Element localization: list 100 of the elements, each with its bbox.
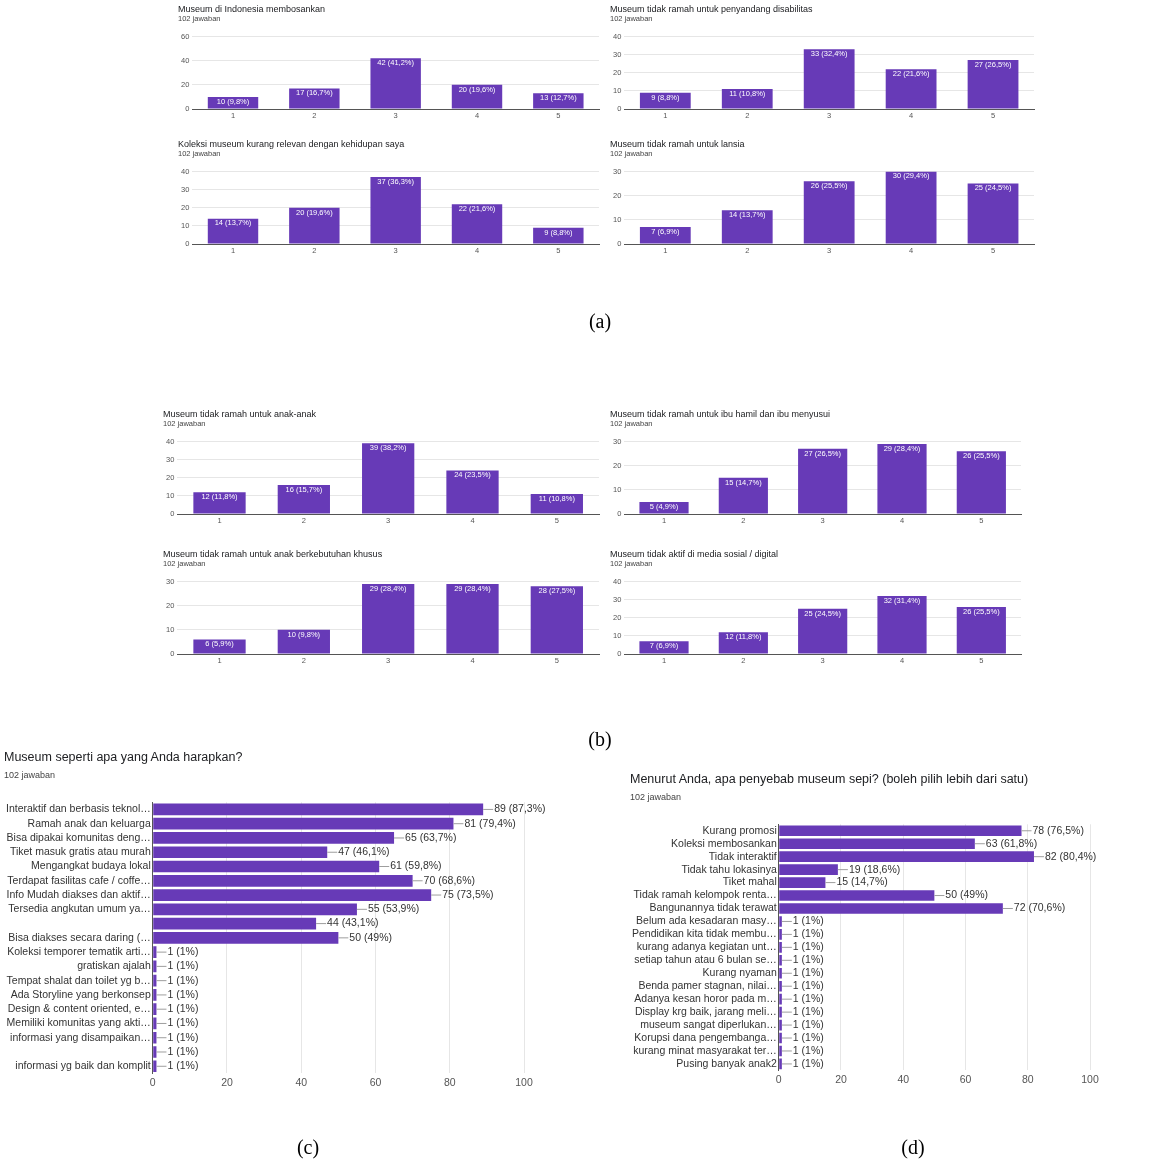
data-label: 82 (80,4%) [1044,849,1097,862]
text: (b) [588,728,612,751]
bar [362,443,415,514]
bar [885,69,937,109]
bar [153,817,454,830]
data-label: 1 (1%) [167,1059,199,1072]
bar [803,181,855,244]
bar [153,1031,157,1044]
bar [153,889,432,901]
data-label: 1 (1%) [167,1016,199,1029]
y-tick-label: Benda pamer stagnan, nilai… [638,979,777,992]
bar [370,58,421,109]
y-tick-label: Ramah anak dan keluarga [27,816,151,829]
data-label: 55 (53,9%) [367,902,420,915]
data-label: 1 (1%) [167,1044,199,1057]
bar [779,877,826,888]
x-tick-label: 100 [515,1075,533,1088]
y-tick-label: Adanya kesan horor pada m… [634,992,777,1005]
data-label: 15 (14,7%) [836,875,888,888]
y-tick-label: informasi yang disampaikan… [10,1030,151,1043]
x-tick-label: 40 [295,1075,308,1088]
bar [446,583,499,654]
y-tick-label: Pendidikan kita tidak membu… [631,927,777,940]
data-label: 50 (49%) [945,888,988,901]
chart-title: Museum tidak ramah untuk anak-anak [163,409,318,419]
bar [877,443,927,514]
bar [153,1003,157,1016]
bar [779,1058,782,1070]
y-tick-label: Pusing banyak anak2 [676,1056,777,1069]
y-tick-label: Korupsi dana pengembanga… [634,1030,777,1043]
bar [779,851,1034,862]
data-label: 1 (1%) [167,945,199,958]
bar [779,980,782,992]
x-tick-label: 20 [835,1072,847,1085]
bar [153,903,357,916]
data-label: 65 (63,7%) [405,830,457,843]
text: 102 jawaban [630,792,683,802]
bar [779,864,838,875]
chart-title: Museum tidak ramah untuk anak berkebutuhan khusus [163,549,384,559]
bar [779,993,782,1005]
y-tick-label: Memiliki komunitas yang akti… [6,1016,151,1029]
y-tick-label: Bangunannya tidak terawat [649,901,777,914]
y-tick-label: informasi yg baik dan komplit [15,1059,151,1072]
data-label: 72 (70,6%) [1013,901,1066,914]
text: (d) [901,1136,925,1159]
y-tick-label: Tersedia angkutan umum ya… [8,902,151,915]
bar [803,49,855,109]
chart-title: Museum di Indonesia membosankan [178,4,327,14]
bar [779,1006,782,1018]
bar [779,825,1022,837]
bar [153,917,317,930]
data-label: 19 (18,6%) [848,862,901,875]
data-label: 63 (61,8%) [985,836,1038,849]
x-tick-label: 80 [443,1075,456,1088]
y-tick-label: Terdapat fasilitas cafe / coffe… [7,873,151,886]
bar [779,890,935,901]
text: (c) [296,1136,320,1159]
bar [779,1019,782,1031]
bar [798,448,848,514]
data-label: 61 (59,8%) [390,859,442,872]
chart-title: Museum tidak ramah untuk penyandang disabilitas [610,4,814,14]
y-tick-label: Ada Storyline yang berkonsep [10,987,151,1000]
bar [779,916,782,927]
bar [967,183,1019,244]
y-tick-label: Bisa diakses secara daring (… [8,930,151,943]
data-label: 1 (1%) [792,927,824,940]
bar [153,1060,157,1073]
y-tick-label: Bisa dipakai komunitas deng… [6,830,151,843]
y-tick-label: museum sangat diperlukan… [640,1017,777,1030]
data-label: 78 (76,5%) [1032,823,1084,836]
bar [153,832,395,844]
bar [779,1032,782,1044]
text: 102 jawaban [4,770,57,780]
bar [721,210,773,244]
y-tick-label: setiap tahun atau 6 bulan se… [634,953,777,966]
chart-title: Museum seperti apa yang Anda harapkan? [4,750,244,764]
bar [779,954,782,966]
y-tick-label: Info Mudah diakses dan aktif… [6,887,151,900]
data-label: 1 (1%) [167,1030,199,1043]
data-label: 1 (1%) [792,1017,824,1030]
bar [639,641,689,654]
data-label: 1 (1%) [792,1005,824,1017]
chart-title: Menurut Anda, apa penyebab museum sepi? (boleh pilih lebih dari satu) [630,772,1030,786]
y-tick-label: Kurang nyaman [702,966,777,979]
bar [153,860,380,873]
bar [153,989,157,1001]
bar [779,967,782,979]
data-label: 1 (1%) [167,973,199,986]
chart-title: Museum tidak ramah untuk ibu hamil dan ibu menyusui [610,409,832,419]
data-label: 1 (1%) [167,987,199,1000]
bar [153,803,484,816]
bar [956,451,1006,514]
bar [798,608,848,654]
bar [956,606,1006,654]
bar [779,1045,782,1057]
bar [289,88,340,109]
text: (a) [588,310,612,333]
y-tick-label: Tempat shalat dan toilet yg b… [6,973,151,986]
y-tick-label: Tiket mahal [722,875,777,888]
data-label: 50 (49%) [349,930,392,943]
